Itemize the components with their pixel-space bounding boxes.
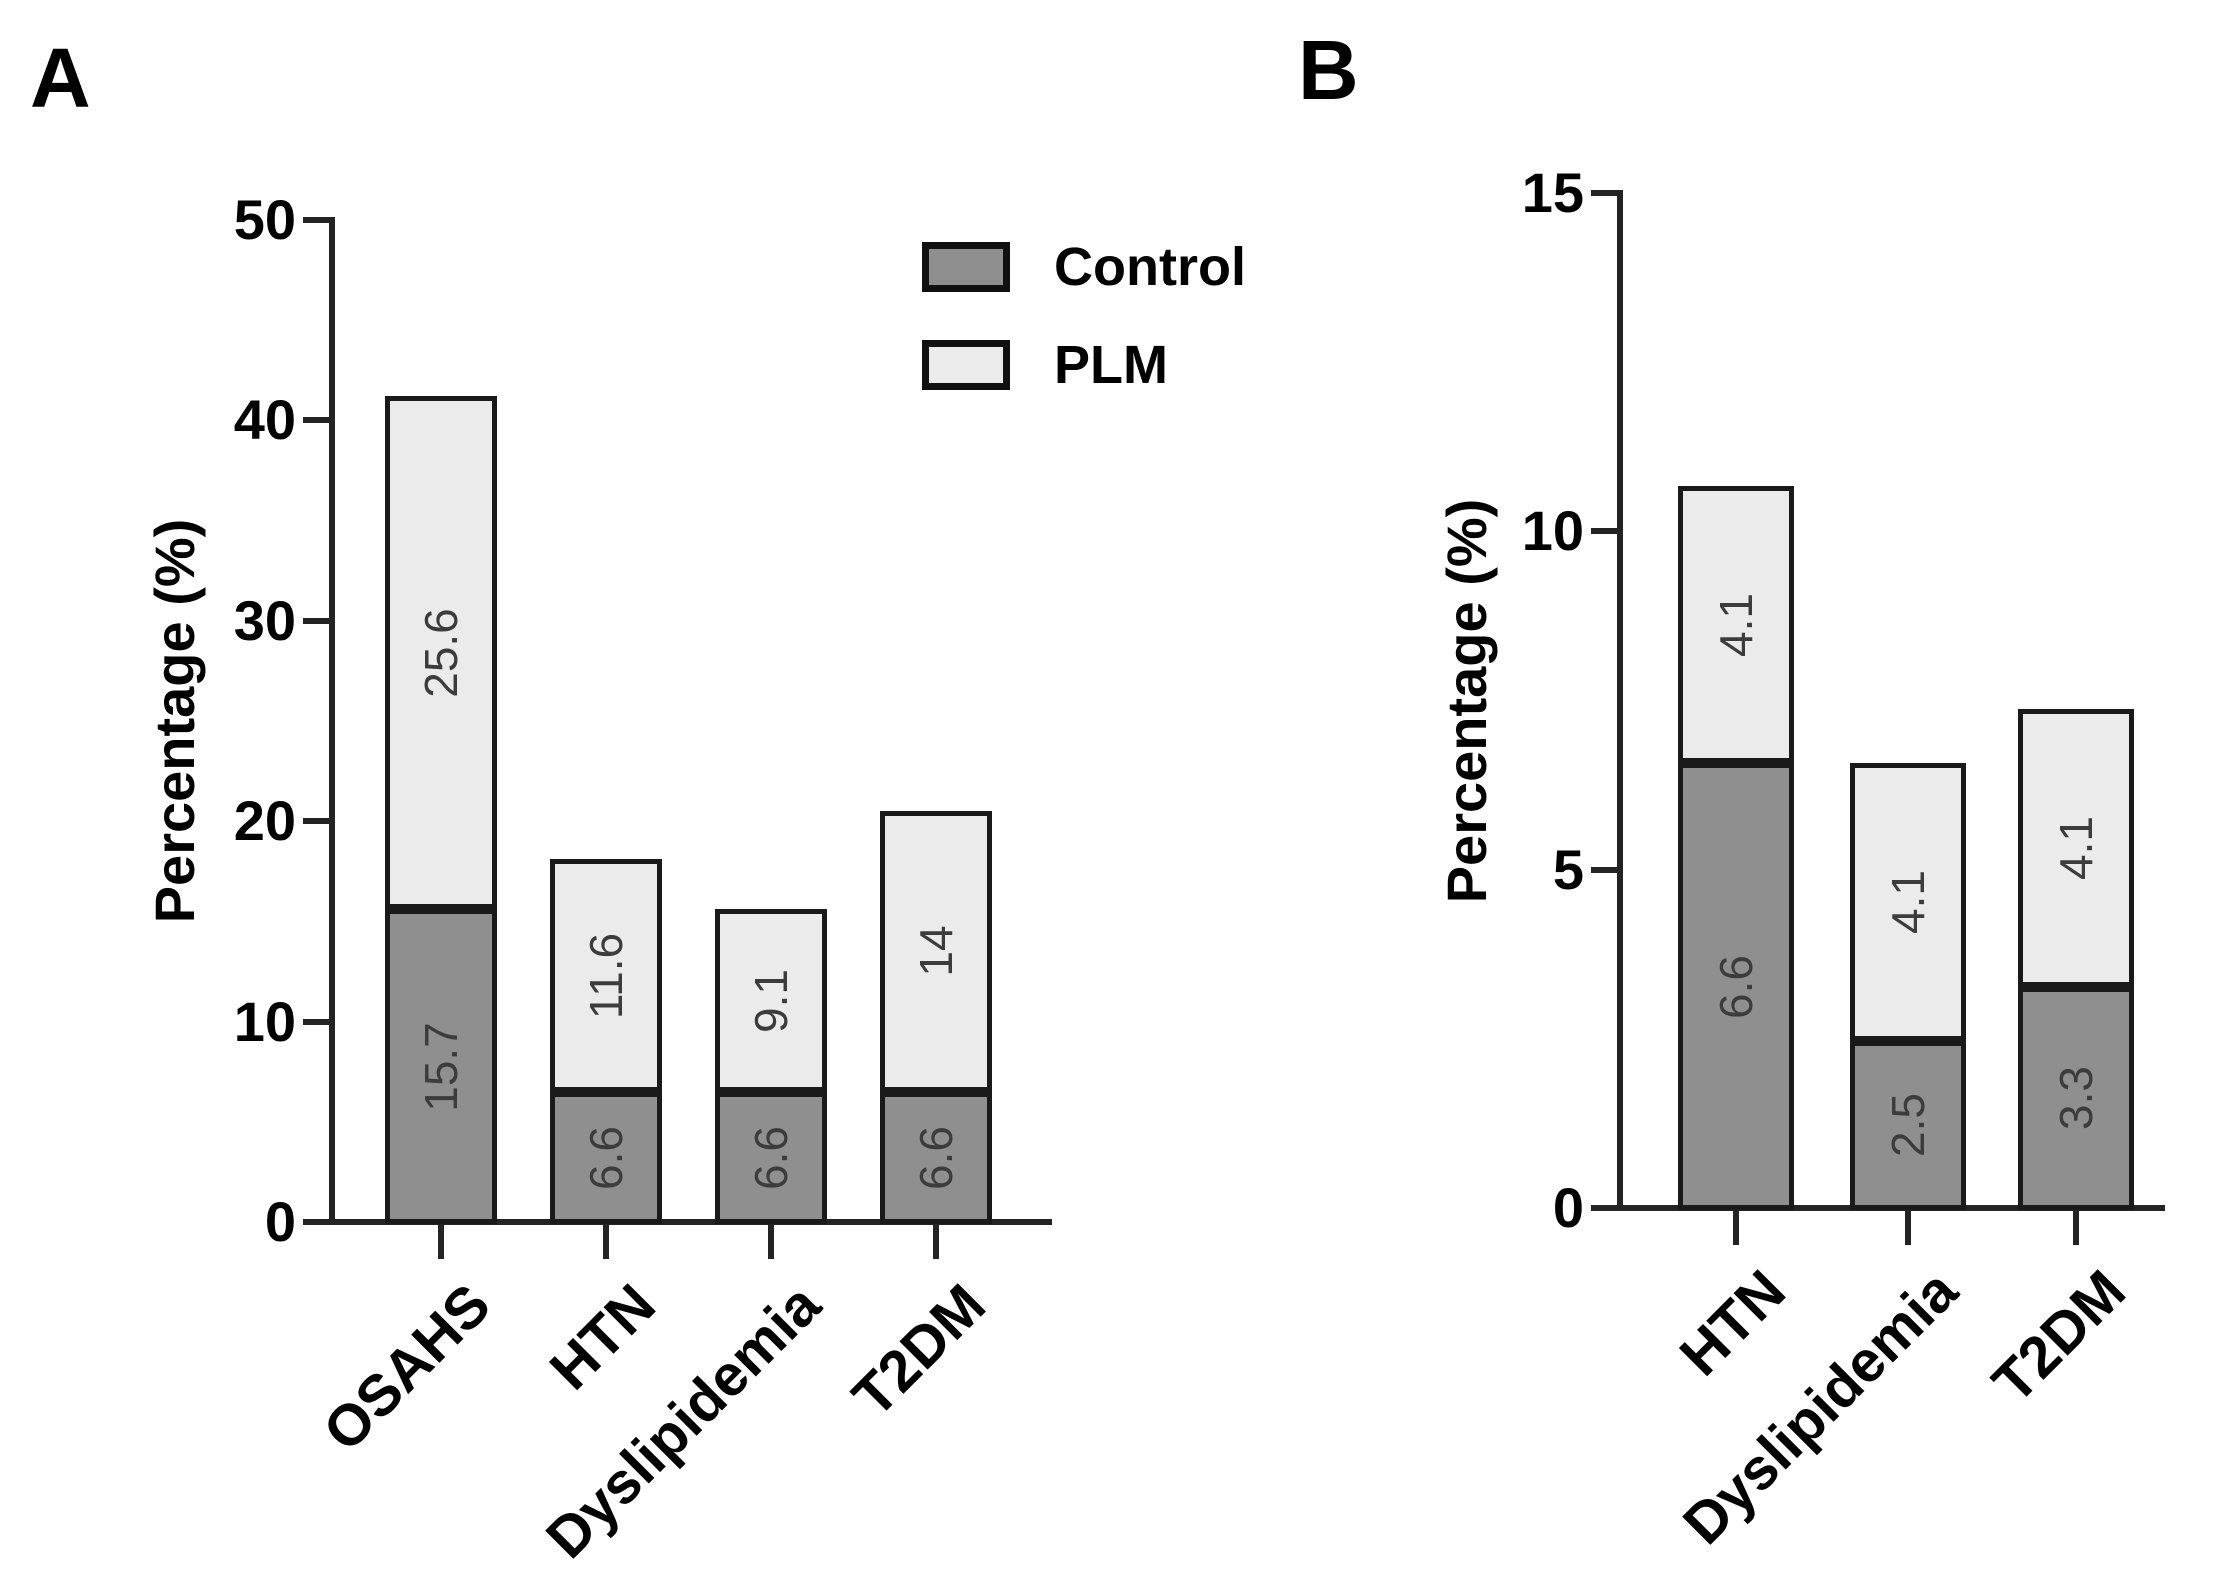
panel-a-xtick-2 bbox=[768, 1225, 774, 1259]
panel-b-bar-t2dm-plm bbox=[2018, 709, 2134, 987]
panel-a-ytick-20 bbox=[303, 818, 329, 825]
panel-b-ytick-label-10: 10 bbox=[1521, 499, 1584, 563]
panel-b-y-axis bbox=[1617, 190, 1623, 1211]
panel-a-ytick-label-20: 20 bbox=[233, 789, 296, 853]
panel-a-ytick-label-0: 0 bbox=[264, 1190, 296, 1253]
panel-b-ytick-label-15: 15 bbox=[1521, 161, 1584, 224]
panel-a-xtick-3 bbox=[933, 1225, 939, 1259]
panel-b-ytick-0 bbox=[1591, 1205, 1617, 1211]
panel-b-ytick-15 bbox=[1591, 190, 1617, 196]
legend-swatch-control-icon bbox=[922, 242, 1010, 292]
legend-label-control: Control bbox=[1054, 237, 1246, 297]
panel-a-bar-htn-plm bbox=[550, 859, 662, 1092]
legend-item-plm: PLM bbox=[922, 338, 1246, 392]
panel-b-bar-htn-control bbox=[1678, 763, 1794, 1210]
panel-a-ytick-50 bbox=[303, 217, 329, 223]
panel-a-ytick-30 bbox=[303, 617, 329, 624]
legend: Control PLM bbox=[922, 240, 1246, 436]
panel-a-value-label-dyslipidemia-plm: 9.1 bbox=[745, 968, 797, 1033]
panel-b-bar-dyslipidemia-plm bbox=[1850, 763, 1966, 1041]
panel-b-value-label-htn-plm: 4.1 bbox=[1710, 592, 1762, 657]
panel-a-letter: A bbox=[30, 31, 91, 125]
legend-item-control: Control bbox=[922, 240, 1246, 294]
panel-a-ytick-10 bbox=[303, 1018, 329, 1025]
panel-a-ytick-40 bbox=[303, 417, 329, 424]
panel-a-ytick-label-40: 40 bbox=[233, 388, 296, 452]
panel-a-value-label-osahs-plm: 25.6 bbox=[415, 608, 467, 698]
panel-a-value-label-t2dm-plm: 14 bbox=[910, 925, 962, 978]
panel-a-bar-t2dm-control bbox=[880, 1091, 992, 1224]
panel-a-y-axis-title: Percentage (%) bbox=[143, 518, 206, 924]
panel-b-ytick-label-5: 5 bbox=[1552, 837, 1584, 901]
panel-a-xtick-1 bbox=[603, 1225, 609, 1259]
panel-a-x-axis bbox=[329, 1219, 1052, 1225]
legend-label-plm: PLM bbox=[1054, 335, 1168, 395]
panel-b-value-label-htn-control: 6.6 bbox=[1710, 954, 1762, 1019]
panel-b-letter: B bbox=[1298, 23, 1359, 117]
panel-a-ytick-label-30: 30 bbox=[233, 588, 296, 652]
panel-a-bar-osahs-control bbox=[385, 909, 497, 1224]
panel-a-bar-t2dm-plm bbox=[880, 811, 992, 1092]
panel-a-ytick-label-50: 50 bbox=[233, 188, 296, 251]
panel-a-value-label-htn-plm: 11.6 bbox=[580, 932, 632, 1019]
panel-a-value-label-osahs-control: 15.7 bbox=[415, 1021, 467, 1112]
panel-a-ytick-0 bbox=[303, 1219, 329, 1225]
panel-b-xtick-0 bbox=[1733, 1211, 1739, 1245]
panel-b-ytick-label-0: 0 bbox=[1552, 1176, 1584, 1239]
panel-b-y-axis-title: Percentage (%) bbox=[1435, 498, 1498, 903]
panel-b-bar-t2dm-control bbox=[2018, 986, 2134, 1210]
panel-a-bar-dyslipidemia-plm bbox=[715, 909, 827, 1092]
legend-swatch-plm-icon bbox=[922, 340, 1010, 390]
panel-b-xtick-2 bbox=[2073, 1211, 2079, 1245]
panel-a-bar-htn-control bbox=[550, 1091, 662, 1224]
panel-a-ytick-label-10: 10 bbox=[233, 989, 296, 1053]
panel-b-value-label-dyslipidemia-plm: 4.1 bbox=[1882, 870, 1934, 935]
panel-a-xtick-0 bbox=[438, 1225, 444, 1259]
panel-b-bar-htn-plm bbox=[1678, 485, 1794, 764]
panel-b-value-label-t2dm-plm: 4.1 bbox=[2050, 816, 2102, 880]
panel-b-ytick-10 bbox=[1591, 528, 1617, 535]
panel-b-bar-dyslipidemia-control bbox=[1850, 1040, 1966, 1210]
panel-a-bar-osahs-plm bbox=[385, 396, 497, 910]
panel-b-ytick-5 bbox=[1591, 866, 1617, 873]
panel-b-xtick-1 bbox=[1905, 1211, 1911, 1245]
panel-a-y-axis bbox=[329, 217, 335, 1225]
panel-a-bar-dyslipidemia-control bbox=[715, 1091, 827, 1224]
